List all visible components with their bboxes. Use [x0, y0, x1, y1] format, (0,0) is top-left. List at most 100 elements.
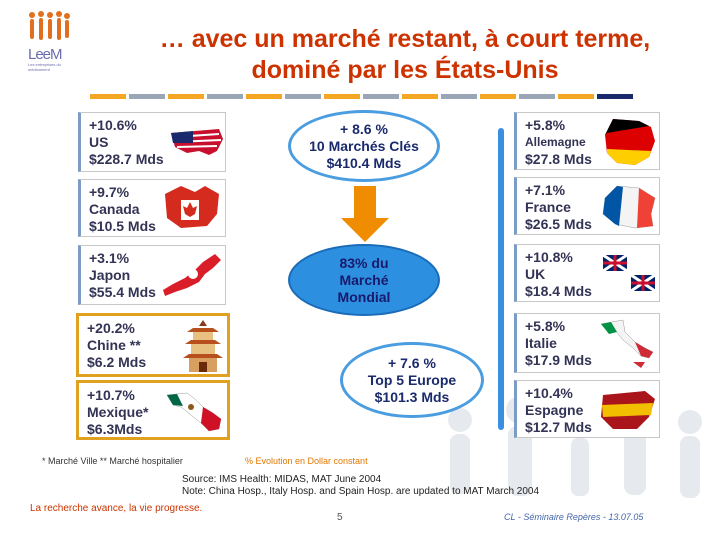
- divider-segment: [519, 94, 555, 99]
- card-spain-text: +10.4% Espagne $12.7 Mds: [525, 385, 592, 436]
- card-value: $6.2 Mds: [87, 354, 147, 370]
- card-china-text: +20.2% Chine ** $6.2 Mds: [87, 320, 146, 371]
- source-line-1: Source: IMS Health: MIDAS, MAT June 2004: [182, 474, 382, 485]
- slide-title: … avec un marché restant, à court terme,…: [110, 24, 700, 86]
- market-type-legend: * Marché Ville ** Marché hospitalier: [42, 456, 183, 466]
- card-country: Canada: [89, 201, 140, 217]
- card-value: $12.7 Mds: [525, 419, 592, 435]
- divider-segment: [129, 94, 165, 99]
- divider-segment: [207, 94, 243, 99]
- divider-segment: [324, 94, 360, 99]
- card-value: $27.8 Mds: [525, 151, 592, 167]
- divider-segment: [402, 94, 438, 99]
- france-flag-map-icon: [602, 185, 656, 229]
- card-value: $17.9 Mds: [525, 352, 592, 368]
- card-growth: +10.4%: [525, 385, 573, 401]
- divider-segment: [480, 94, 516, 99]
- divider-segment: [285, 94, 321, 99]
- down-arrow-icon: [341, 218, 389, 242]
- source-note: Source: IMS Health: MIDAS, MAT June 2004…: [182, 474, 539, 498]
- divider-segment: [168, 94, 204, 99]
- germany-flag-map-icon: [605, 119, 655, 165]
- card-italy: +5.8% Italie $17.9 Mds: [514, 313, 660, 373]
- divider-segment: [363, 94, 399, 99]
- card-japan: +3.1% Japon $55.4 Mds: [78, 245, 226, 305]
- world-market-share: 83% du: [339, 254, 389, 271]
- card-growth: +10.6%: [89, 117, 137, 133]
- card-value: $10.5 Mds: [89, 218, 156, 234]
- divider-segment: [246, 94, 282, 99]
- title-divider: [90, 94, 636, 99]
- card-canada-text: +9.7% Canada $10.5 Mds: [89, 184, 156, 235]
- europe-bracket-bar: [498, 128, 504, 430]
- top5-europe-bubble: + 7.6 % Top 5 Europe $101.3 Mds: [340, 342, 484, 418]
- card-mexico-text: +10.7% Mexique* $6.3Mds: [87, 387, 148, 438]
- logo-name: LeeM: [28, 46, 63, 63]
- card-growth: +5.8%: [525, 117, 566, 133]
- divider-segment: [441, 94, 477, 99]
- card-spain: +10.4% Espagne $12.7 Mds: [514, 380, 660, 438]
- footer-tagline: La recherche avance, la vie progresse.: [30, 503, 203, 514]
- evolution-note: % Evolution en Dollar constant: [245, 456, 368, 466]
- title-line-2: dominé par les États-Unis: [251, 56, 559, 84]
- logo-subtitle: Les entreprises du médicament: [28, 62, 61, 72]
- card-country: France: [525, 199, 571, 215]
- canada-flag-map-icon: [165, 186, 219, 228]
- card-mexico: +10.7% Mexique* $6.3Mds: [76, 380, 230, 440]
- down-arrow-shaft: [354, 186, 376, 220]
- world-market-bubble: 83% du Marché Mondial: [288, 244, 440, 316]
- card-france-text: +7.1% France $26.5 Mds: [525, 182, 592, 233]
- card-country: Mexique*: [87, 404, 149, 420]
- leem-logo: LeeM Les entreprises du médicament: [26, 10, 72, 72]
- key-markets-bubble: + 8.6 % 10 Marchés Clés $410.4 Mds: [288, 110, 440, 182]
- world-market-label-1: Marché: [339, 271, 389, 288]
- europe-value: $101.3 Mds: [374, 388, 450, 405]
- card-us: +10.6% US $228.7 Mds: [78, 112, 226, 172]
- japan-flag-map-icon: [163, 254, 221, 296]
- italy-flag-map-icon: [600, 319, 654, 368]
- divider-segment: [558, 94, 594, 99]
- mexico-flag-map-icon: [166, 392, 222, 432]
- card-country: US: [89, 134, 109, 150]
- card-france: +7.1% France $26.5 Mds: [514, 177, 660, 235]
- key-markets-value: $410.4 Mds: [326, 154, 402, 171]
- card-uk-text: +10.8% UK $18.4 Mds: [525, 249, 592, 300]
- card-uk: +10.8% UK $18.4 Mds: [514, 244, 660, 302]
- europe-label: Top 5 Europe: [367, 371, 457, 388]
- card-china: +20.2% Chine ** $6.2 Mds: [76, 313, 230, 377]
- card-growth: +20.2%: [87, 320, 135, 336]
- card-us-text: +10.6% US $228.7 Mds: [89, 117, 164, 168]
- card-value: $18.4 Mds: [525, 283, 592, 299]
- card-country: UK: [525, 266, 546, 282]
- card-country: Italie: [525, 335, 557, 351]
- card-growth: +5.8%: [525, 318, 566, 334]
- china-pagoda-icon: [183, 320, 223, 372]
- card-japan-text: +3.1% Japon $55.4 Mds: [89, 250, 156, 301]
- divider-segment: [90, 94, 126, 99]
- logo-figures-icon: [29, 11, 70, 40]
- key-markets-growth: + 8.6 %: [340, 120, 388, 137]
- source-line-2: Note: China Hosp., Italy Hosp. and Spain…: [182, 486, 540, 497]
- card-germany-text: +5.8% Allemagne $27.8 Mds: [525, 117, 592, 168]
- card-canada: +9.7% Canada $10.5 Mds: [78, 179, 226, 237]
- card-growth: +3.1%: [89, 250, 130, 266]
- card-value: $228.7 Mds: [89, 151, 164, 167]
- card-value: $6.3Mds: [87, 421, 143, 437]
- key-markets-label: 10 Marchés Clés: [309, 137, 419, 154]
- footer-seminar: CL - Séminaire Repères - 13.07.05: [504, 512, 644, 522]
- card-growth: +10.8%: [525, 249, 573, 265]
- title-line-1: … avec un marché restant, à court terme,: [159, 25, 651, 53]
- uk-flag-map-icon: [602, 253, 656, 293]
- usa-flag-map-icon: [171, 129, 223, 155]
- card-growth: +9.7%: [89, 184, 130, 200]
- card-italy-text: +5.8% Italie $17.9 Mds: [525, 318, 592, 369]
- page-number: 5: [337, 512, 343, 523]
- world-market-label-2: Mondial: [337, 288, 391, 305]
- card-country: Espagne: [525, 402, 584, 418]
- card-country: Japon: [89, 267, 131, 283]
- card-value: $55.4 Mds: [89, 284, 156, 300]
- divider-segment: [597, 94, 633, 99]
- card-country: Allemagne: [525, 135, 586, 149]
- card-growth: +7.1%: [525, 182, 566, 198]
- europe-growth: + 7.6 %: [388, 354, 436, 371]
